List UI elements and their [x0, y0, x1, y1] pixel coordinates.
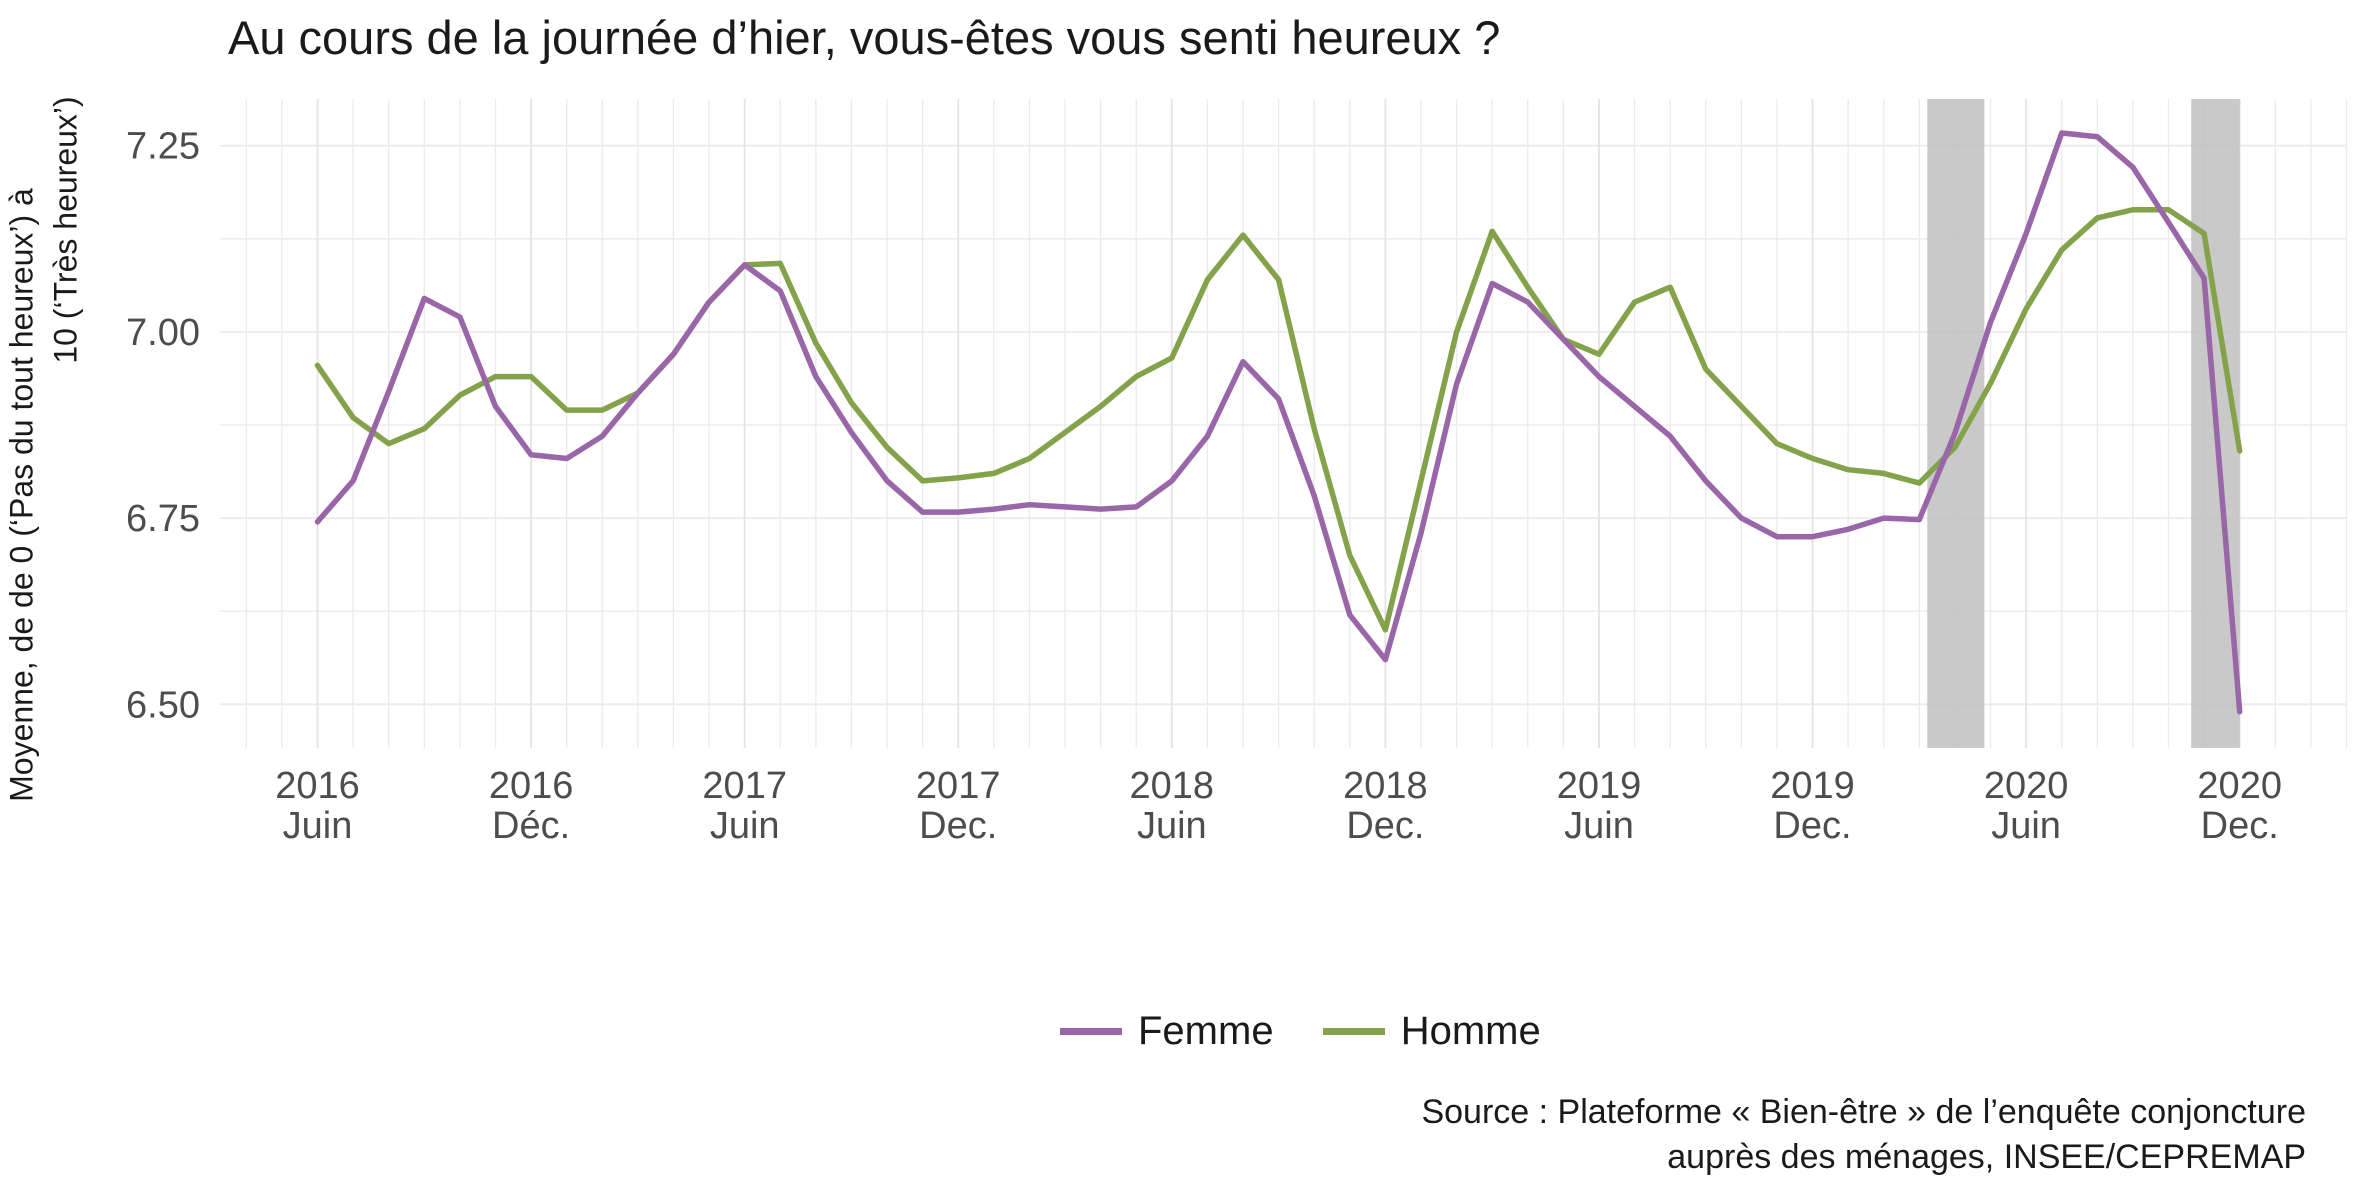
svg-text:Déc.: Déc. [492, 805, 570, 847]
svg-text:Dec.: Dec. [2201, 805, 2279, 847]
svg-text:2016: 2016 [489, 765, 574, 807]
svg-text:6.50: 6.50 [126, 684, 200, 726]
svg-text:Juin: Juin [283, 805, 353, 847]
svg-text:2018: 2018 [1343, 765, 1428, 807]
svg-text:2020: 2020 [2197, 765, 2282, 807]
svg-text:Juin: Juin [1137, 805, 1207, 847]
svg-text:Dec.: Dec. [919, 805, 997, 847]
svg-text:2018: 2018 [1130, 765, 1215, 807]
svg-text:Juin: Juin [710, 805, 780, 847]
svg-text:7.00: 7.00 [126, 312, 200, 354]
svg-text:2016: 2016 [275, 765, 360, 807]
svg-text:6.75: 6.75 [126, 498, 200, 540]
svg-text:2017: 2017 [702, 765, 787, 807]
svg-text:2017: 2017 [916, 765, 1001, 807]
svg-text:2020: 2020 [1984, 765, 2069, 807]
svg-text:2019: 2019 [1770, 765, 1855, 807]
svg-text:Juin: Juin [1564, 805, 1634, 847]
svg-text:2019: 2019 [1557, 765, 1642, 807]
svg-text:7.25: 7.25 [126, 126, 200, 168]
svg-text:Dec.: Dec. [1346, 805, 1424, 847]
svg-text:Juin: Juin [1991, 805, 2061, 847]
svg-text:Dec.: Dec. [1773, 805, 1851, 847]
